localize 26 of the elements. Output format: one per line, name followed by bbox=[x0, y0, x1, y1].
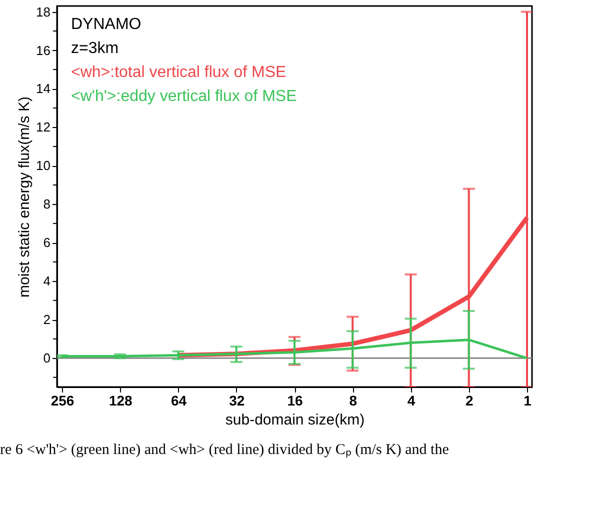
x-tick-label: 128 bbox=[108, 392, 133, 408]
x-tick-label: 2 bbox=[465, 392, 474, 408]
y-tick-label: 14 bbox=[36, 81, 50, 96]
y-tick-label: 2 bbox=[43, 312, 50, 328]
y-axis-title: moist static energy flux(m/s K) bbox=[16, 96, 34, 298]
y-tick-label: 10 bbox=[36, 158, 50, 174]
y-tick-label: 8 bbox=[43, 196, 50, 212]
text: <w'h'>:eddy vertical flux of MSE bbox=[71, 88, 297, 105]
x-tick-label: 1 bbox=[524, 392, 532, 408]
x-tick-label: 8 bbox=[349, 392, 358, 408]
y-tick-label: 18 bbox=[36, 4, 50, 20]
y-tick-label: 16 bbox=[36, 42, 50, 58]
y-tick-label: 0 bbox=[43, 350, 50, 366]
x-tick-label: 4 bbox=[407, 392, 416, 408]
y-tick-label: 6 bbox=[43, 235, 50, 250]
x-tick-label: 32 bbox=[229, 392, 245, 408]
y-tick-label: 4 bbox=[43, 274, 50, 289]
x-tick-label: 256 bbox=[50, 392, 74, 408]
x-tick-label: 16 bbox=[287, 392, 303, 408]
y-tick-label: 12 bbox=[36, 120, 50, 135]
x-tick-label: 64 bbox=[170, 392, 187, 408]
text: <wh>:total vertical flux of MSE bbox=[71, 64, 286, 81]
annotation: z=3km bbox=[71, 40, 119, 57]
x-axis-title: sub-domain size(km) bbox=[225, 412, 365, 428]
annotation: DYNAMO bbox=[71, 16, 142, 33]
text: re 6 <w'h'> (green line) and <wh> (red line) divided by Cₚ (m/s K) and the bbox=[0, 442, 450, 458]
